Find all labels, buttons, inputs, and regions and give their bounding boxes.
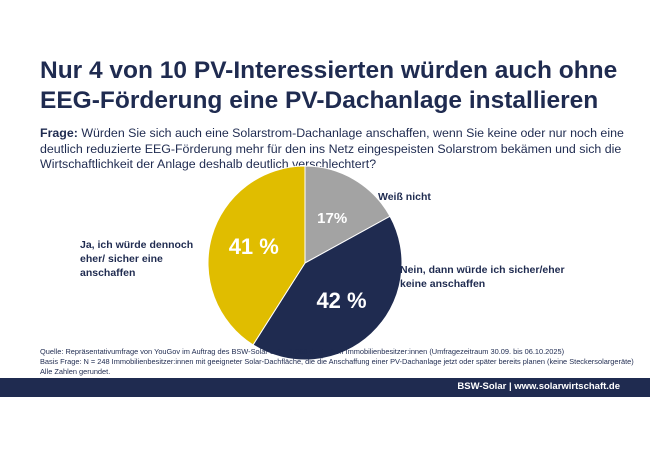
legend-label: Ja, ich würde dennoch eher/ sicher eine … (80, 239, 194, 279)
note: Quelle: Repräsentativumfrage von YouGov … (40, 347, 565, 356)
pie-slice (304, 165, 391, 264)
title-line: Nur 4 von 10 PV-Interessierten würden au… (40, 57, 618, 84)
title-block: Nur 4 von 10 PV-Interessierten würden au… (40, 56, 620, 116)
note: Basis Frage: N = 248 Immobilienbesitzer:… (40, 357, 634, 366)
title-line: EEG-Förderung eine PV-Dachanlage install… (40, 87, 599, 114)
pie-slice (207, 165, 306, 346)
legend-label: Nein, dann würde ich sicher/eher keine a… (400, 264, 565, 290)
pie-slice (252, 215, 403, 361)
value-label: 41 % (229, 234, 279, 259)
footer-bar: BSW-Solar | www.solarwirtschaft.de (0, 378, 650, 397)
question-label: Frage: (40, 126, 78, 140)
footer-text: BSW-Solar | www.solarwirtschaft.de (457, 381, 620, 392)
value-label: 17% (317, 210, 347, 227)
value-label: 42 % (316, 288, 366, 313)
note: Alle Zahlen gerundet. (40, 367, 111, 376)
legend-label: Weiß nicht (378, 191, 431, 203)
notes: Quelle: Repräsentativumfrage von YouGov … (40, 347, 640, 377)
